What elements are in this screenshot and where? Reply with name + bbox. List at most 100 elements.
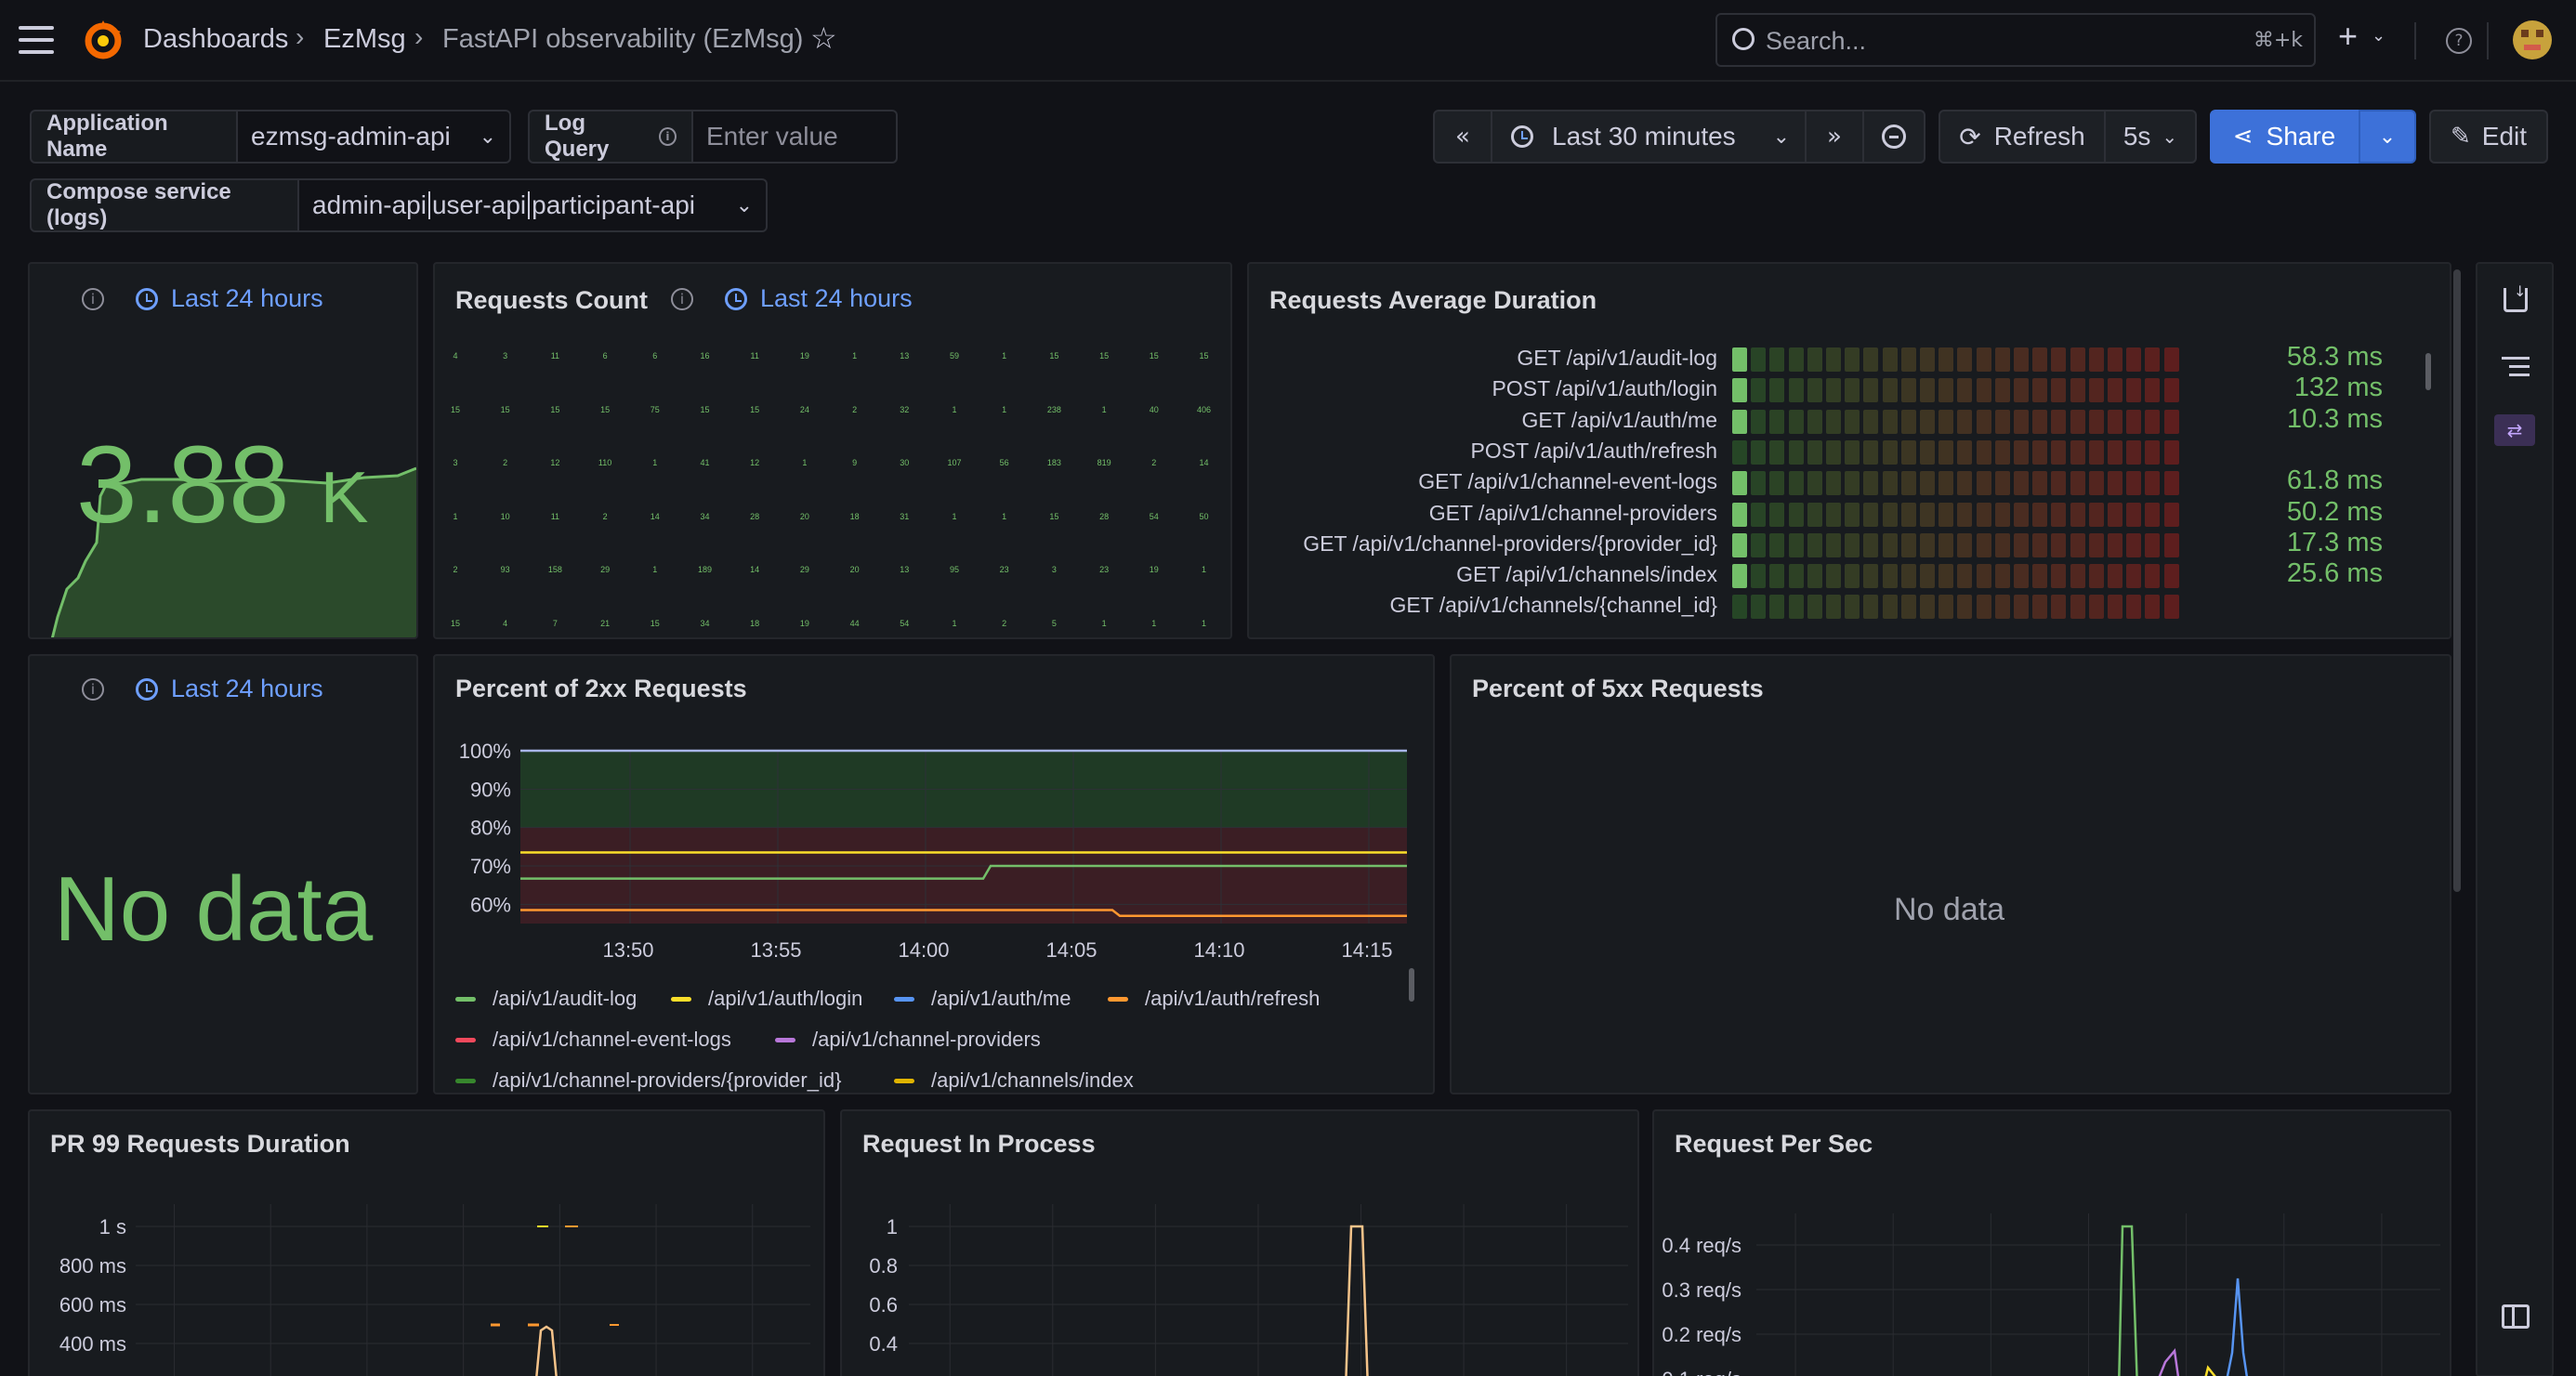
edit-button[interactable]: ✎ Edit <box>2429 110 2548 164</box>
legend-label: /api/v1/audit-log <box>493 987 637 1010</box>
pr99-duration-panel[interactable]: PR 99 Requests Duration 1 s 800 ms 600 ms 4… <box>28 1109 825 1376</box>
menu-icon[interactable] <box>19 26 54 54</box>
total-requests-panel[interactable]: i Last 24 hours 3.88 K <box>28 262 418 639</box>
y-tick-label: 0.6 <box>869 1293 898 1317</box>
grafana-logo-icon[interactable] <box>82 19 125 61</box>
time-range-label: Last 30 minutes <box>1552 122 1736 151</box>
y-tick-label: 0.4 req/s <box>1662 1234 1741 1257</box>
chevron-down-icon: ⌄ <box>1772 124 1790 149</box>
per-sec-chart: 0.4 req/s 0.3 req/s 0.2 req/s 0.1 req/s <box>1662 1213 2440 1376</box>
duration-bar <box>1732 502 2197 527</box>
legend-item[interactable]: /api/v1/channel-providers <box>775 1028 1041 1052</box>
scrollbar[interactable] <box>2425 353 2431 390</box>
count-cell: 12 <box>550 458 560 467</box>
info-icon[interactable]: i <box>82 678 104 701</box>
error-stat-panel[interactable]: i Last 24 hours No data <box>28 654 418 1094</box>
count-cell: 1 <box>1151 618 1157 628</box>
count-cell: 14 <box>750 565 760 574</box>
legend-item[interactable]: /api/v1/audit-log <box>455 987 637 1011</box>
outline-icon[interactable] <box>2502 357 2530 376</box>
transform-icon[interactable]: ⇄ <box>2494 414 2535 446</box>
time-range-picker[interactable]: Last 30 minutes ⌄ <box>1491 110 1807 164</box>
info-icon[interactable]: i <box>658 127 677 146</box>
count-cell: 406 <box>1196 404 1212 414</box>
duration-route-label: GET /api/v1/audit-log <box>1517 346 1717 370</box>
legend-item[interactable]: /api/v1/auth/me <box>894 987 1071 1011</box>
avg-duration-panel[interactable]: Requests Average Duration GET /api/v1/au… <box>1247 262 2451 639</box>
clock-icon <box>1511 125 1533 148</box>
edit-icon: ✎ <box>2450 123 2471 151</box>
legend-scrollbar[interactable] <box>1409 968 1414 1002</box>
count-cell: 183 <box>1046 458 1061 467</box>
share-button[interactable]: ⋖ Share <box>2210 110 2359 164</box>
no-data-text: No data <box>1894 892 2005 927</box>
series-line <box>535 1325 558 1376</box>
count-cell: 1 <box>952 404 957 414</box>
refresh-button[interactable]: ⟳ Refresh <box>1939 110 2106 164</box>
legend-item[interactable]: /api/v1/channels/index <box>894 1068 1134 1093</box>
count-cell: 1 <box>1002 351 1007 360</box>
y-tick-label: 90% <box>470 778 511 801</box>
dock-panel-icon[interactable] <box>2502 1304 2530 1329</box>
star-icon[interactable]: ☆ <box>810 20 837 56</box>
zoom-out-button[interactable] <box>1862 110 1925 164</box>
add-icon[interactable]: + <box>2338 17 2359 55</box>
count-cell: 75 <box>650 404 660 414</box>
threshold-bad-region <box>520 827 1407 924</box>
time-override-label: Last 24 hours <box>760 284 913 312</box>
percent-5xx-panel[interactable]: Percent of 5xx Requests No data <box>1450 654 2451 1094</box>
count-cell: 158 <box>547 565 562 574</box>
chevron-down-icon[interactable]: ⌄ <box>2372 26 2386 46</box>
request-per-sec-panel[interactable]: Request Per Sec 0.4 req/s 0.3 req/s 0.2 re… <box>1652 1109 2451 1376</box>
search-input[interactable]: Search... ⌘+k <box>1715 13 2316 67</box>
breadcrumb-dashboards[interactable]: Dashboards <box>143 24 289 54</box>
info-icon[interactable]: i <box>82 288 104 310</box>
count-cell: 110 <box>598 458 612 467</box>
dashboard-scrollbar[interactable] <box>2453 269 2461 892</box>
count-cell: 2 <box>1151 458 1157 467</box>
legend-item[interactable]: /api/v1/channel-event-logs <box>455 1028 731 1052</box>
share-dropdown-button[interactable]: ⌄ <box>2359 110 2416 164</box>
y-tick-label: 80% <box>470 817 511 840</box>
bar-gauge-values: 58.3 ms 132 ms 10.3 ms 61.8 ms 50.2 ms 17.3 m… <box>2215 264 2438 641</box>
count-cell: 3 <box>503 351 508 360</box>
count-cell: 19 <box>1149 565 1159 574</box>
y-tick-label: 0.3 req/s <box>1662 1278 1741 1302</box>
count-cell: 21 <box>600 618 611 628</box>
request-in-process-panel[interactable]: Request In Process 1 0.8 0.6 0.4 <box>840 1109 1639 1376</box>
pr99-chart: 1 s 800 ms 600 ms 400 ms <box>59 1204 810 1376</box>
breadcrumb-folder[interactable]: EzMsg <box>323 24 406 54</box>
help-icon[interactable]: ? <box>2446 28 2472 54</box>
log-query-input[interactable]: Enter value <box>693 110 898 164</box>
compose-service-select[interactable]: admin-api user-api participant-api ⌄ <box>299 178 768 232</box>
download-icon[interactable]: ↓ <box>2504 282 2528 312</box>
clock-icon <box>136 288 158 310</box>
app-name-select[interactable]: ezmsg-admin-api ⌄ <box>238 110 511 164</box>
duration-bar <box>1732 471 2197 496</box>
refresh-interval-select[interactable]: 5s ⌄ <box>2104 110 2197 164</box>
duration-bar <box>1732 439 2197 465</box>
info-icon[interactable]: i <box>671 288 693 310</box>
legend-item[interactable]: /api/v1/channel-providers/{provider_id} <box>455 1068 841 1093</box>
legend-label: /api/v1/auth/me <box>931 987 1071 1010</box>
time-forward-button[interactable]: » <box>1805 110 1864 164</box>
avatar[interactable] <box>2513 20 2552 59</box>
requests-count-panel[interactable]: Requests Count i Last 24 hours 4 3 11 6 6 16 1… <box>433 262 1232 639</box>
legend-item[interactable]: /api/v1/auth/refresh <box>1108 987 1320 1011</box>
count-cell: 95 <box>949 565 959 574</box>
chart-legend: /api/v1/audit-log/api/v1/auth/login/api/… <box>435 656 1433 1093</box>
compose-value-chip: user-api <box>431 190 527 219</box>
legend-item[interactable]: /api/v1/auth/login <box>671 987 862 1011</box>
legend-swatch <box>455 996 476 1002</box>
x-tick-label: 14:05 <box>1045 938 1097 962</box>
count-cell: 34 <box>700 511 710 521</box>
count-cell: 54 <box>900 618 910 628</box>
time-back-button[interactable]: « <box>1433 110 1492 164</box>
breadcrumb-separator-icon: › <box>414 22 424 51</box>
count-cell: 15 <box>1199 351 1209 360</box>
duration-route-label: GET /api/v1/channels/{channel_id} <box>1389 593 1718 618</box>
y-tick-label: 100% <box>459 740 511 763</box>
percent-2xx-panel[interactable]: Percent of 2xx Requests 100% 90% 80% 70% 60%… <box>433 654 1435 1094</box>
duration-route-label: POST /api/v1/auth/login <box>1492 376 1718 401</box>
duration-route-label: GET /api/v1/channel-providers <box>1428 500 1717 525</box>
